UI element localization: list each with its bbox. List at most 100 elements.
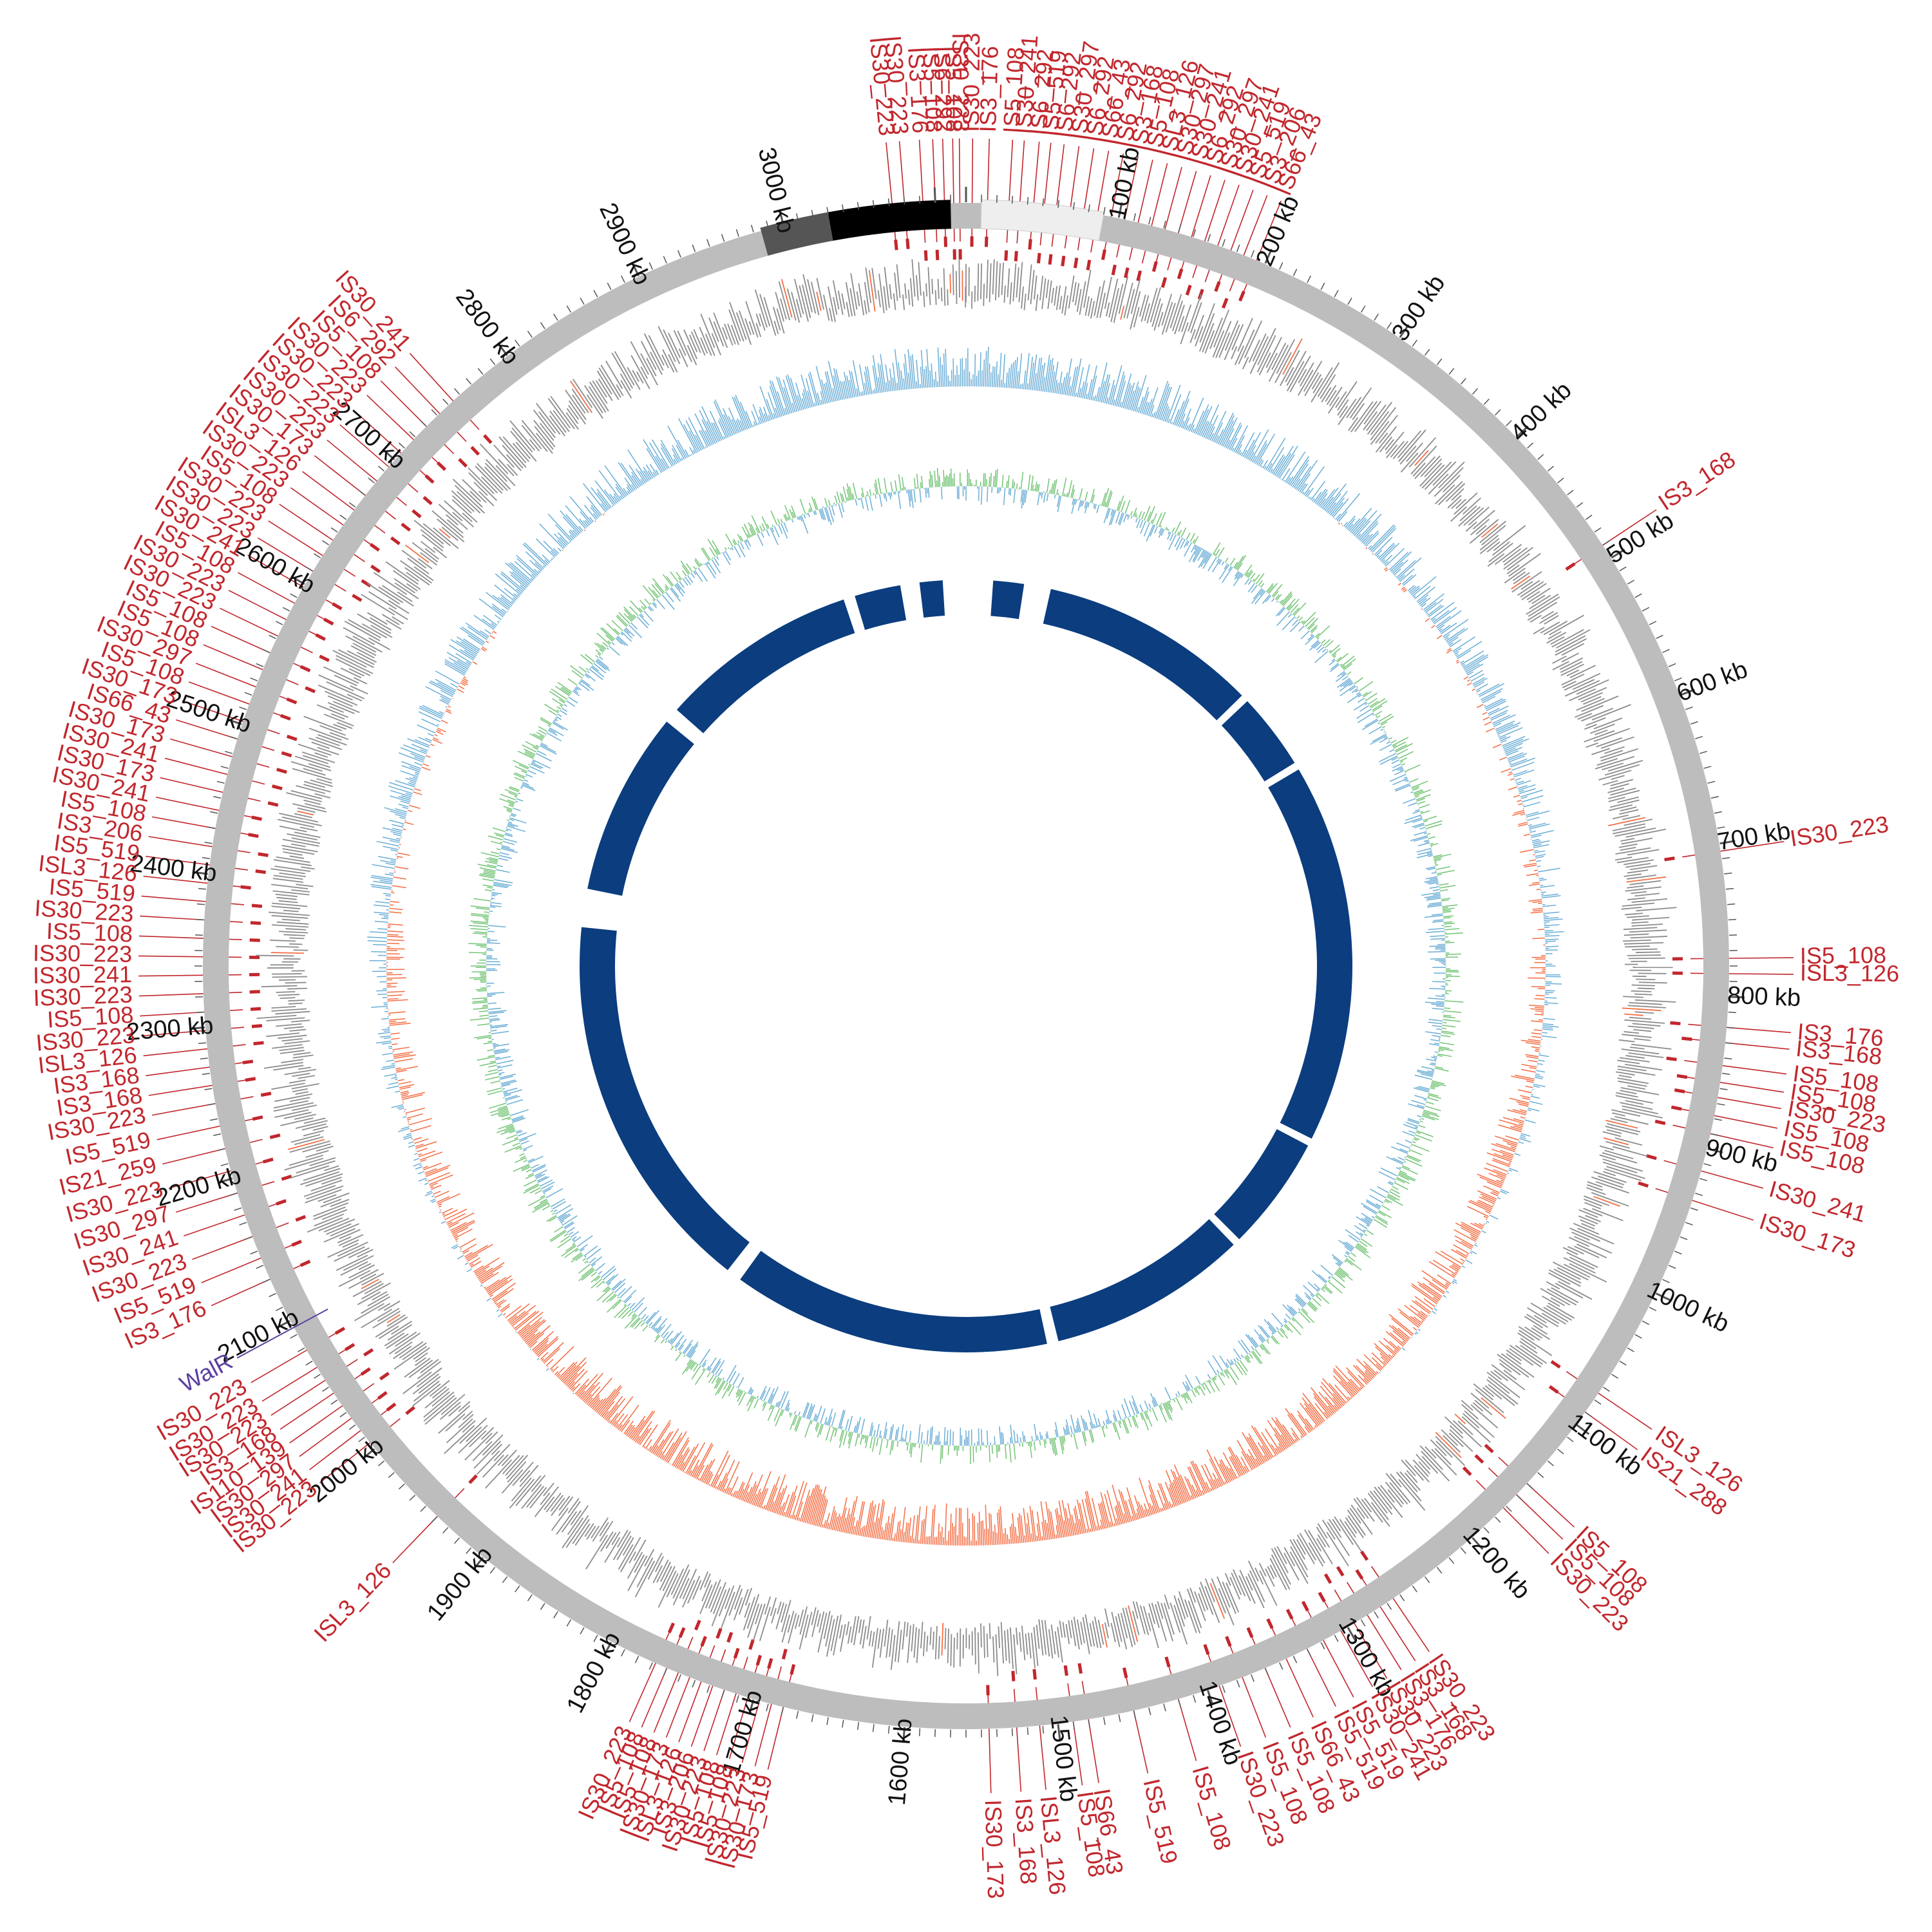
cds-bar	[1617, 1059, 1640, 1065]
is-element-mark	[1671, 1105, 1682, 1111]
cds-bar	[1180, 322, 1189, 345]
kb-tick	[857, 1722, 860, 1730]
cds-bar	[292, 803, 327, 813]
cds-bar	[350, 645, 375, 659]
cds-bar	[1157, 1601, 1164, 1620]
kb-tick	[398, 1483, 405, 1490]
cds-bar	[1632, 916, 1670, 921]
cds-bar	[839, 1624, 846, 1652]
is-element-mark	[401, 522, 412, 532]
cds-bar	[1117, 1613, 1128, 1650]
cds-bar	[1470, 1404, 1499, 1429]
cds-bar	[549, 410, 567, 433]
cds-bar	[279, 825, 307, 833]
kb-tick	[766, 220, 769, 229]
is-element-mark	[267, 801, 279, 807]
cds-bar	[359, 1269, 379, 1280]
cds-bar	[589, 381, 609, 412]
cds-bar	[486, 459, 507, 482]
cds-bar	[1132, 1601, 1139, 1619]
cds-bar	[1338, 398, 1357, 426]
kb-tick	[527, 1594, 533, 1602]
cds-bar	[273, 875, 303, 880]
kb-tick	[706, 1685, 710, 1693]
cds-bar	[400, 560, 432, 584]
cds-bar	[1629, 929, 1667, 933]
cds-bar	[1595, 729, 1608, 735]
cds-bar	[1304, 1529, 1325, 1564]
cds-bar	[1325, 384, 1337, 402]
cds-bar	[1524, 1316, 1544, 1329]
kb-tick	[466, 1547, 472, 1555]
cds-bar	[1163, 1602, 1175, 1635]
kb-tick	[721, 234, 725, 242]
cds-bar	[1576, 697, 1605, 711]
cds-bar	[688, 334, 698, 352]
is-element-mark	[894, 240, 898, 251]
cds-bar	[846, 1621, 849, 1636]
cds-bar	[1065, 1624, 1070, 1644]
is-element-mark	[319, 654, 330, 662]
cds-bar	[1562, 1247, 1578, 1255]
cds-bar	[1602, 1161, 1638, 1173]
cds-bar	[292, 1088, 308, 1093]
cds-bar	[256, 1014, 297, 1019]
cds-bar	[332, 650, 367, 668]
cds-bar	[424, 548, 440, 560]
cds-bar	[1455, 498, 1466, 509]
kb-tick	[502, 1576, 508, 1584]
cds-bar	[1231, 324, 1244, 350]
cds-bar	[431, 1386, 447, 1399]
gc-content-negative	[486, 486, 1446, 1446]
kb-tick	[1495, 409, 1501, 416]
kb-tick	[1495, 1516, 1501, 1523]
cds-bar	[1392, 440, 1408, 460]
cds-bar	[1316, 1538, 1333, 1565]
cds-bar	[1527, 1307, 1559, 1327]
cds-bar	[1585, 1215, 1601, 1222]
kb-tick	[1436, 358, 1443, 365]
cds-bar	[320, 1198, 342, 1208]
cds-bar	[1631, 984, 1656, 987]
cds-bar	[1160, 1602, 1173, 1642]
cds-bar	[1030, 1633, 1036, 1669]
cds-bar	[683, 329, 697, 359]
cds-bar	[357, 1291, 381, 1305]
cds-bar	[445, 514, 459, 526]
cds-bar	[1602, 1158, 1643, 1172]
cds-bar	[444, 1425, 475, 1454]
cds-bar	[370, 617, 392, 631]
cds-bar	[311, 741, 330, 749]
cds-bar	[1520, 581, 1544, 598]
cds-bar	[611, 1531, 621, 1546]
cds-bar	[1238, 329, 1255, 365]
cds-bar	[889, 284, 892, 299]
kb-tick	[933, 187, 936, 204]
kb-tick	[1472, 1537, 1484, 1550]
cds-bar	[922, 1631, 926, 1656]
cds-bar	[361, 1278, 379, 1289]
cds-bar	[1215, 321, 1232, 359]
cds-bar	[713, 312, 728, 348]
cds-bar	[1555, 635, 1586, 652]
cds-bar	[1354, 401, 1378, 432]
is-element-mark	[251, 1024, 263, 1028]
cds-bar	[567, 1498, 580, 1514]
kb-tick	[566, 1619, 572, 1627]
cds-bar	[1363, 411, 1378, 431]
cds-bar	[1289, 1551, 1309, 1584]
blast-hit-arc	[1050, 1219, 1234, 1341]
cds-bar	[574, 1523, 591, 1546]
cds-bar	[1434, 467, 1464, 497]
cds-bar	[501, 1469, 524, 1494]
cds-bar	[327, 695, 353, 707]
cds-bar	[1161, 294, 1173, 326]
cds-bar	[1605, 1119, 1638, 1129]
blast-hit-arc	[990, 580, 1025, 620]
cds-bar	[1369, 1490, 1388, 1514]
cds-bar	[1574, 705, 1604, 718]
cds-bar	[339, 1229, 361, 1240]
cds-bar	[1327, 397, 1340, 414]
cds-bar	[832, 280, 840, 310]
cds-bar	[316, 1145, 334, 1152]
